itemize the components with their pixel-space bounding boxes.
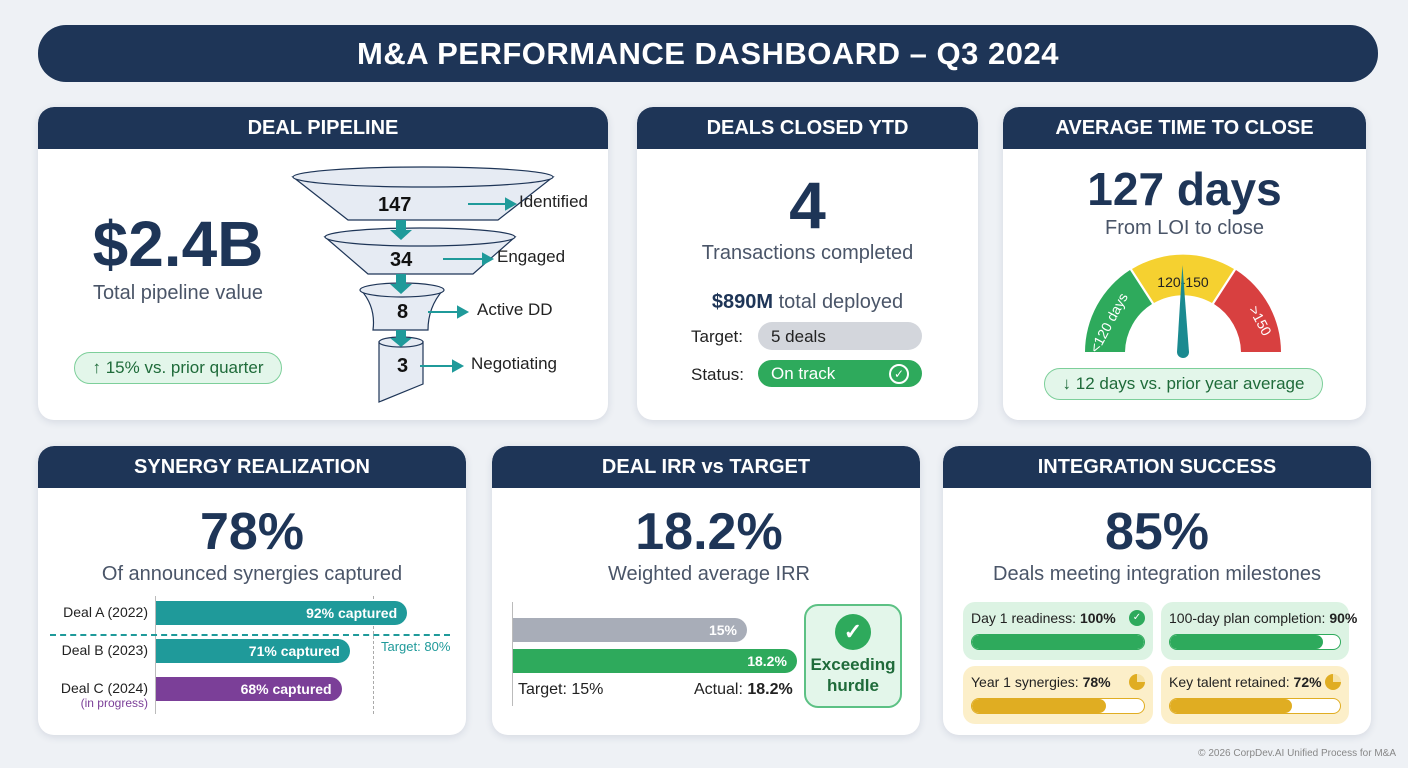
synergy-bar-label: 92% captured xyxy=(306,605,398,621)
pipeline-funnel xyxy=(291,166,555,403)
milestone-label: Day 1 readiness: xyxy=(971,610,1077,626)
irr-actual-prefix: Actual: xyxy=(694,681,743,698)
integration-card: INTEGRATION SUCCESS 85% Deals meeting in… xyxy=(943,446,1371,735)
irr-actual-bar: 18.2% xyxy=(513,649,797,673)
card-header: SYNERGY REALIZATION xyxy=(38,446,466,488)
status-value: On track xyxy=(771,363,836,383)
stage-label-active-dd: Active DD xyxy=(477,300,553,319)
milestone-value: 90% xyxy=(1329,610,1358,626)
card-header: INTEGRATION SUCCESS xyxy=(943,446,1371,488)
deal-note: (in progress) xyxy=(80,696,148,710)
deployed-amount: $890M xyxy=(711,291,774,313)
gauge-needle xyxy=(1177,265,1189,358)
status-badge: On track ✓ xyxy=(758,360,922,387)
card-header: DEAL IRR vs TARGET xyxy=(492,446,920,488)
synergy-target-line xyxy=(373,596,374,714)
milestone-label: Key talent retained: xyxy=(1169,674,1290,690)
deployed-text: $890M total deployed xyxy=(637,291,978,314)
time-gauge: <120 days 120-150 >150 xyxy=(1085,254,1281,358)
deals-closed-value: 4 xyxy=(789,168,826,242)
deployed-label: total deployed xyxy=(778,291,904,313)
milestone-tile: 100-day plan completion: 90% xyxy=(1161,602,1357,660)
milestone-tile: Year 1 synergies: 78% xyxy=(963,666,1153,724)
synergy-bar: 68% captured xyxy=(156,677,342,701)
exceeding-hurdle-badge: ✓ Exceeding hurdle xyxy=(804,604,902,708)
milestone-value: 100% xyxy=(1079,610,1116,626)
milestone-progress xyxy=(1169,634,1341,650)
time-value: 127 days xyxy=(1087,163,1282,215)
status-label: Status: xyxy=(691,365,744,384)
card-header: DEALS CLOSED YTD xyxy=(637,107,978,149)
synergy-caption: Of announced synergies captured xyxy=(101,563,403,585)
irr-actual-bar-label: 18.2% xyxy=(747,653,787,669)
deals-closed-caption: Transactions completed xyxy=(701,242,914,264)
milestone-value: 72% xyxy=(1293,674,1322,690)
milestone-progress xyxy=(971,698,1145,714)
deal-label: Deal B (2023) xyxy=(61,642,148,658)
stage-label-negotiating: Negotiating xyxy=(471,354,558,373)
deal-pipeline-card: DEAL PIPELINE $2.4B Total pipeline value… xyxy=(38,107,608,420)
pipeline-caption: Total pipeline value xyxy=(92,282,264,304)
stage-count-engaged: 34 xyxy=(390,249,413,271)
check-circle-icon: ✓ xyxy=(889,363,909,384)
pie-icon xyxy=(1129,674,1145,690)
milestone-tile: Day 1 readiness: 100% ✓ xyxy=(963,602,1153,660)
synergy-target-divider xyxy=(50,634,450,636)
stage-count-active-dd: 8 xyxy=(397,301,409,323)
deals-closed-card: DEALS CLOSED YTD 4 Transactions complete… xyxy=(637,107,978,420)
stage-label-identified: Identified xyxy=(519,192,588,211)
funnel-down-arrows xyxy=(390,220,412,347)
irr-value: 18.2% xyxy=(635,503,783,561)
milestone-progress xyxy=(971,634,1145,650)
milestone-label: Year 1 synergies: xyxy=(971,674,1079,690)
footer-copyright: © 2026 CorpDev.AI Unified Process for M&… xyxy=(1198,748,1396,759)
card-header: DEAL PIPELINE xyxy=(38,107,608,149)
stage-label-engaged: Engaged xyxy=(497,247,566,266)
pie-icon xyxy=(1325,674,1341,690)
exceeding-hurdle-label: Exceeding hurdle xyxy=(810,655,896,695)
synergy-bar: 71% captured xyxy=(156,639,350,663)
deal-label: Deal C (2024) (in progress) xyxy=(38,680,148,710)
synergy-value: 78% xyxy=(199,503,305,561)
synergy-axis xyxy=(155,596,156,714)
irr-target-bar: 15% xyxy=(513,618,747,642)
stage-count-identified: 147 xyxy=(378,194,412,216)
time-change-badge: ↓ 12 days vs. prior year average xyxy=(1044,368,1323,400)
card-header: AVERAGE TIME TO CLOSE xyxy=(1003,107,1366,149)
milestone-tile: Key talent retained: 72% xyxy=(1161,666,1349,724)
synergy-bar: 92% captured xyxy=(156,601,408,625)
funnel-stage-shape xyxy=(359,289,445,331)
check-circle-icon: ✓ xyxy=(1129,610,1145,626)
pipeline-value: $2.4B xyxy=(92,208,264,280)
milestone-label: 100-day plan completion: xyxy=(1169,610,1326,626)
irr-actual-number: 18.2% xyxy=(747,681,793,698)
time-to-close-card: AVERAGE TIME TO CLOSE 127 days From LOI … xyxy=(1003,107,1366,420)
irr-actual-text: Actual: 18.2% xyxy=(694,681,793,699)
gauge-zone-green xyxy=(1085,270,1152,352)
synergy-card: SYNERGY REALIZATION 78% Of announced syn… xyxy=(38,446,466,735)
check-circle-icon: ✓ xyxy=(835,614,871,650)
integration-caption: Deals meeting integration milestones xyxy=(993,563,1321,585)
time-caption: From LOI to close xyxy=(1105,217,1264,239)
irr-target-text: Target: 15% xyxy=(518,681,604,698)
synergy-target-label: Target: 80% xyxy=(381,639,451,654)
target-value: 5 deals xyxy=(758,322,922,350)
irr-axis xyxy=(512,602,513,706)
dashboard-title: M&A PERFORMANCE DASHBOARD – Q3 2024 xyxy=(38,25,1378,82)
pipeline-change-badge: ↑ 15% vs. prior quarter xyxy=(74,352,282,384)
irr-target-bar-label: 15% xyxy=(708,622,737,638)
synergy-bar-label: 68% captured xyxy=(240,681,332,697)
synergy-bar-label: 71% captured xyxy=(248,643,340,659)
target-label: Target: xyxy=(691,327,743,346)
stage-count-negotiating: 3 xyxy=(397,355,409,377)
milestone-progress xyxy=(1169,698,1341,714)
irr-card: DEAL IRR vs TARGET 18.2% Weighted averag… xyxy=(492,446,920,735)
irr-caption: Weighted average IRR xyxy=(608,563,810,585)
gauge-zone-red xyxy=(1214,270,1281,352)
milestone-value: 78% xyxy=(1082,674,1111,690)
deal-label: Deal A (2022) xyxy=(63,604,148,620)
integration-value: 85% xyxy=(1104,503,1210,561)
